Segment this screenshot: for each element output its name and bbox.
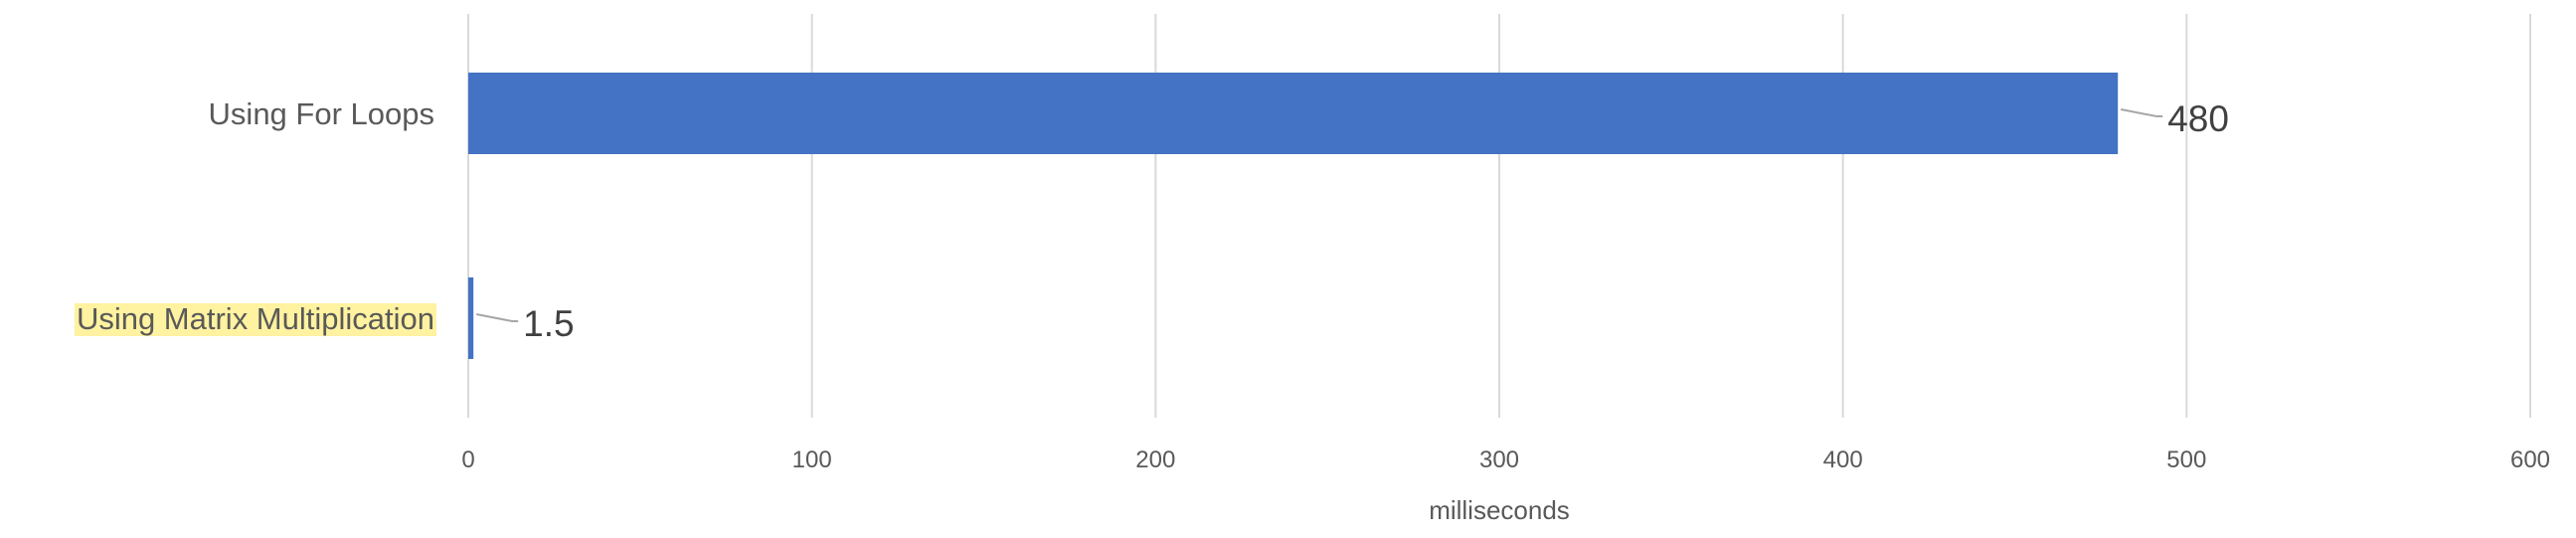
bar: [468, 277, 474, 359]
x-tick-label: 200: [1135, 447, 1175, 473]
data-label: 480: [2167, 98, 2229, 139]
bars: [468, 73, 2119, 359]
x-tick-label: 600: [2510, 447, 2550, 473]
y-category-label: Using Matrix Multiplication: [77, 301, 434, 336]
x-tick-label: 300: [1479, 447, 1519, 473]
bar: [468, 73, 2119, 154]
x-tick-label: 0: [461, 447, 474, 473]
highlights: [74, 303, 436, 336]
y-category-label: Using For Loops: [209, 96, 434, 131]
data-label: 1.5: [523, 303, 574, 344]
x-tick-label: 100: [792, 447, 832, 473]
labels: 0 100 200 300 400 500 600 Using For Loops 480 Usi…: [77, 96, 2550, 473]
data-label-leaders: [475, 108, 2163, 322]
x-tick-label: 500: [2166, 447, 2206, 473]
data-label-leader: [2121, 108, 2163, 117]
x-axis-title: milliseconds: [1429, 495, 1570, 525]
data-label-leader: [475, 313, 519, 322]
label-highlight: [74, 303, 436, 336]
x-tick-label: 400: [1823, 447, 1863, 473]
